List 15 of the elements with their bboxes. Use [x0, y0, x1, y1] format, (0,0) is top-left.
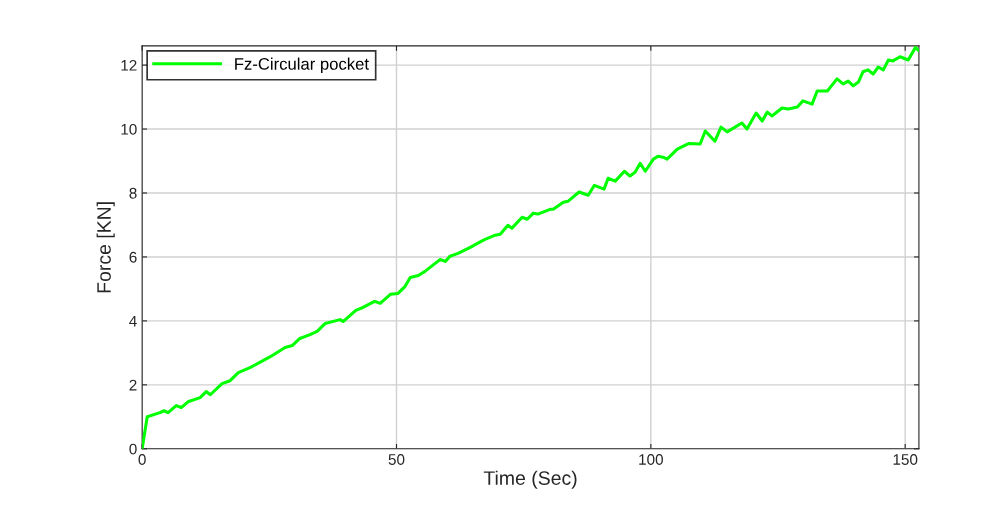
y-tick-label: 12 [121, 59, 137, 71]
x-axis-title: Time (Sec) [483, 470, 577, 489]
x-tick-label: 150 [893, 454, 918, 465]
y-tick-label: 4 [129, 315, 137, 327]
line-series [142, 45, 919, 449]
legend-label: Fz-Circular pocket [235, 57, 369, 74]
x-tick-label: 100 [639, 454, 663, 465]
y-tick-label: 8 [129, 187, 137, 199]
x-tick-label: 0 [138, 454, 146, 465]
x-tick-label: 50 [388, 454, 405, 465]
y-tick-label: 2 [129, 379, 137, 391]
y-tick-label: 10 [121, 123, 137, 135]
y-tick-label: 0 [129, 443, 137, 455]
y-axis-title: Force [KN] [96, 202, 115, 293]
y-tick-label: 6 [129, 251, 137, 263]
